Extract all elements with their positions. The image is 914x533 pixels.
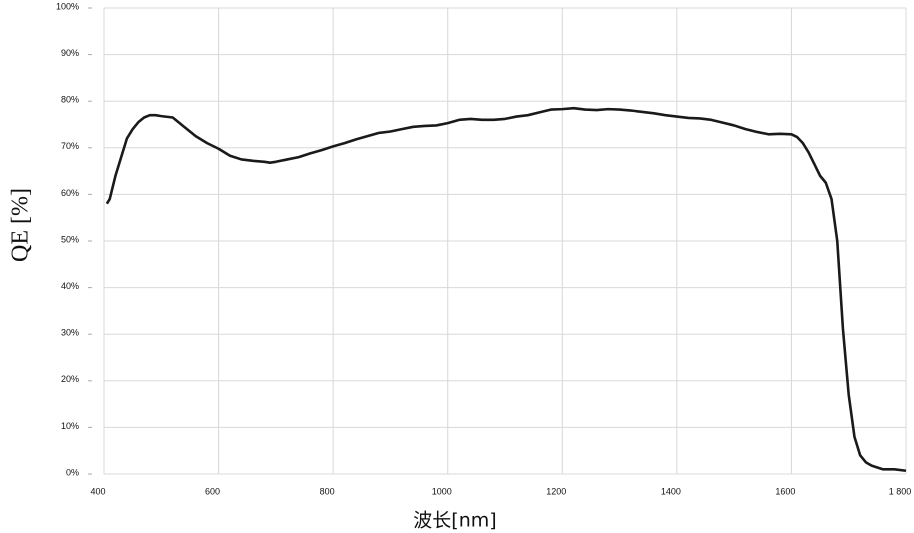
y-tick-label: 100% bbox=[56, 1, 79, 11]
y-tick-label: 40% bbox=[61, 281, 79, 291]
y-axis-label: QE [%] bbox=[8, 188, 34, 262]
x-tick-label: 1400 bbox=[661, 486, 681, 496]
x-axis-label: 波长[nm] bbox=[413, 510, 496, 532]
x-tick-label: 1600 bbox=[775, 486, 795, 496]
y-tick-label: 80% bbox=[61, 95, 79, 105]
y-tick-label: 20% bbox=[61, 374, 79, 384]
x-tick-label: 600 bbox=[205, 486, 220, 496]
y-tick-label: 10% bbox=[61, 421, 79, 431]
y-tick-label: 50% bbox=[61, 234, 79, 244]
y-tick-label: 70% bbox=[61, 141, 79, 151]
x-tick-label: 1 800 bbox=[889, 486, 912, 496]
y-tick-label: 0% bbox=[66, 467, 79, 477]
y-tick-label: 60% bbox=[61, 188, 79, 198]
x-tick-label: 800 bbox=[320, 486, 335, 496]
x-tick-label: 1000 bbox=[432, 486, 452, 496]
y-tick-label: 90% bbox=[61, 48, 79, 58]
data-line bbox=[105, 106, 907, 473]
x-tick-label: 400 bbox=[90, 486, 105, 496]
y-tick-label: 30% bbox=[61, 328, 79, 338]
x-tick-label: 1200 bbox=[546, 486, 566, 496]
